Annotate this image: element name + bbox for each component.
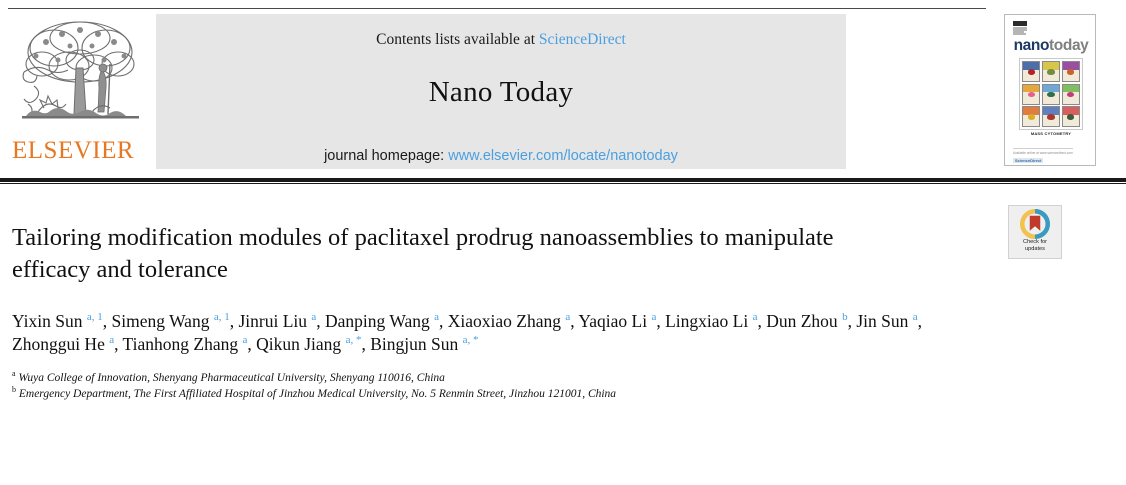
cover-can-4 (1022, 83, 1041, 105)
author-list: Yixin Sun a, 1, Simeng Wang a, 1, Jinrui… (12, 310, 942, 355)
cover-can-5 (1041, 83, 1061, 105)
contents-prefix-text: Contents lists available at (376, 31, 539, 48)
affiliation-text: Emergency Department, The First Affiliat… (16, 387, 617, 400)
author-separator: , (757, 311, 767, 331)
homepage-prefix-text: journal homepage: (324, 148, 449, 164)
author-name: Yixin Sun (12, 311, 87, 331)
journal-title: Nano Today (428, 76, 574, 108)
author-separator: , (229, 311, 239, 331)
cover-can-1 (1022, 61, 1041, 82)
cover-can-2 (1041, 61, 1061, 82)
author-separator: , (247, 333, 257, 354)
author-separator: , (570, 311, 579, 331)
author-separator: , (114, 333, 123, 354)
author-affiliation-marker: a (752, 311, 758, 324)
author-name: Lingxiao Li (665, 311, 753, 331)
author-affiliation-marker: a (109, 333, 115, 346)
author-affiliation-marker: a, * (462, 333, 479, 346)
article-title: Tailoring modification modules of paclit… (12, 224, 834, 283)
cover-can-6 (1061, 83, 1080, 105)
masthead-bottom-rule (0, 178, 1126, 182)
author-affiliation-marker: a (651, 311, 657, 324)
affiliation-line: a Wuya College of Innovation, Shenyang P… (12, 369, 972, 387)
journal-masthead: ELSEVIER Contents lists available at Sci… (8, 14, 986, 169)
author-affiliation-marker: a (434, 311, 440, 324)
author-name: Zhonggui He (12, 333, 110, 354)
affiliation-marker: b (12, 384, 16, 394)
cover-can-3 (1061, 61, 1080, 82)
author-name: Xiaoxiao Zhang (447, 311, 566, 331)
author-affiliation-marker: a (311, 311, 317, 324)
cover-title-today: today (1049, 37, 1089, 54)
journal-homepage-line: journal homepage: www.elsevier.com/locat… (156, 148, 846, 164)
author-name: Tianhong Zhang (122, 333, 243, 354)
affiliation-line: b Emergency Department, The First Affili… (12, 384, 972, 403)
author-name: Jinrui Liu (238, 311, 312, 331)
cover-title-nano: nano (1013, 37, 1050, 54)
author-affiliation-marker: a, 1 (213, 311, 230, 324)
article-header: Tailoring modification modules of paclit… (12, 222, 972, 402)
cover-journal-title: nanotoday (1005, 37, 1095, 55)
cover-can-7 (1022, 106, 1041, 127)
crossmark-label-line2: updates (1025, 245, 1045, 252)
cover-barcode-icon (1013, 21, 1027, 35)
author-name: Dun Zhou (766, 311, 843, 331)
journal-homepage-link[interactable]: www.elsevier.com/locate/nanotoday (448, 148, 678, 164)
crossmark-check-for-updates-badge[interactable]: Check for updates (1008, 205, 1062, 259)
elsevier-wordmark: ELSEVIER (12, 137, 135, 164)
author-name: Jin Sun (856, 311, 913, 331)
author-name: Yaqiao Li (578, 311, 652, 331)
author-separator: , (439, 311, 448, 331)
masthead-top-rule (8, 8, 986, 9)
contents-available-line: Contents lists available at ScienceDirec… (156, 31, 846, 49)
cover-footer-rule (1013, 148, 1073, 149)
affiliation-text: Wuya College of Innovation, Shenyang Pha… (15, 372, 445, 384)
elsevier-tree-icon (22, 21, 139, 119)
crossmark-icon (1020, 209, 1050, 239)
elsevier-logo: ELSEVIER (8, 14, 153, 169)
masthead-grey-band: Contents lists available at ScienceDirec… (156, 14, 846, 169)
crossmark-label-line1: Check for (1023, 239, 1047, 245)
author-separator: , (847, 311, 857, 331)
cover-can-8 (1041, 106, 1061, 127)
author-affiliation-marker: b (842, 311, 848, 324)
cover-artwork-caption: MASS CYTOMETRY (1030, 131, 1072, 136)
author-affiliation-marker: a (242, 333, 248, 346)
author-separator: , (361, 333, 371, 354)
author-name: Bingjun Sun (370, 333, 463, 354)
affiliation-list: a Wuya College of Innovation, Shenyang P… (12, 369, 972, 403)
author-affiliation-marker: a (912, 311, 918, 324)
author-name: Qikun Jiang (256, 333, 346, 354)
affiliation-marker: a (12, 369, 16, 379)
sciencedirect-link[interactable]: ScienceDirect (538, 31, 626, 48)
masthead-bottom-rule-thin (0, 183, 1126, 184)
author-separator: , (102, 311, 112, 331)
author-affiliation-marker: a (565, 311, 571, 324)
cover-artwork-grid (1019, 58, 1083, 130)
author-affiliation-marker: a, * (345, 333, 362, 346)
cover-sciencedirect-badge: ScienceDirect (1013, 158, 1044, 163)
author-separator: , (656, 311, 666, 331)
author-name: Danping Wang (325, 311, 435, 331)
author-name: Simeng Wang (111, 311, 214, 331)
cover-can-9 (1061, 106, 1080, 127)
journal-cover-thumbnail[interactable]: nanotoday MASS CYTOMETRY Available onlin… (1004, 14, 1096, 166)
author-separator: , (316, 311, 326, 331)
author-separator: , (917, 311, 922, 331)
cover-footer-note: Available online at www.sciencedirect.co… (1013, 151, 1073, 155)
author-affiliation-marker: a, 1 (86, 311, 103, 324)
